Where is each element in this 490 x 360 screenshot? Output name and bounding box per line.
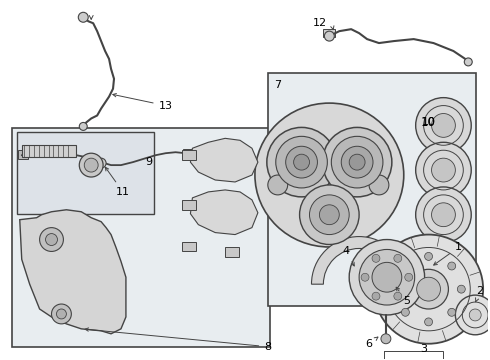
- Circle shape: [40, 228, 63, 251]
- Bar: [12, 129, 270, 347]
- Circle shape: [84, 158, 98, 172]
- Circle shape: [416, 277, 441, 301]
- Circle shape: [276, 136, 327, 188]
- Circle shape: [322, 127, 392, 197]
- Circle shape: [310, 195, 349, 235]
- Circle shape: [432, 203, 455, 227]
- Circle shape: [349, 239, 425, 315]
- Circle shape: [401, 262, 409, 270]
- Circle shape: [341, 146, 373, 178]
- Circle shape: [331, 136, 383, 188]
- Bar: [268, 73, 476, 306]
- Circle shape: [416, 142, 471, 198]
- Circle shape: [96, 158, 106, 168]
- Text: 3: 3: [420, 344, 427, 354]
- Circle shape: [324, 31, 334, 41]
- Circle shape: [46, 234, 57, 246]
- Circle shape: [409, 269, 448, 309]
- Circle shape: [299, 185, 359, 244]
- Text: 10: 10: [421, 116, 436, 129]
- Text: 13: 13: [113, 94, 172, 111]
- Circle shape: [455, 295, 490, 335]
- Polygon shape: [20, 210, 126, 334]
- Circle shape: [416, 187, 471, 243]
- Circle shape: [425, 252, 433, 260]
- Wedge shape: [312, 237, 407, 284]
- Circle shape: [448, 262, 456, 270]
- Bar: [18, 150, 28, 159]
- Circle shape: [448, 308, 456, 316]
- Bar: [182, 150, 196, 160]
- Bar: [384, 351, 443, 360]
- Circle shape: [465, 58, 472, 66]
- Circle shape: [79, 153, 103, 177]
- Circle shape: [374, 235, 483, 344]
- Text: 8: 8: [85, 328, 271, 352]
- Circle shape: [359, 249, 415, 305]
- Circle shape: [268, 175, 288, 195]
- Circle shape: [394, 255, 402, 262]
- Circle shape: [394, 292, 402, 300]
- Bar: [225, 247, 239, 257]
- Circle shape: [416, 98, 471, 153]
- Circle shape: [56, 309, 66, 319]
- Circle shape: [432, 113, 455, 137]
- Circle shape: [319, 205, 339, 225]
- Circle shape: [51, 304, 72, 324]
- Text: 4: 4: [343, 247, 354, 266]
- Circle shape: [405, 273, 413, 281]
- Text: 9: 9: [145, 157, 152, 167]
- Bar: [17, 132, 154, 214]
- Circle shape: [286, 146, 318, 178]
- Bar: [182, 242, 196, 251]
- Bar: [22, 145, 76, 157]
- Text: 10: 10: [421, 117, 436, 127]
- Circle shape: [79, 122, 87, 130]
- Circle shape: [361, 273, 369, 281]
- Circle shape: [381, 334, 391, 344]
- Circle shape: [349, 154, 365, 170]
- Bar: [323, 29, 335, 37]
- Text: 6: 6: [366, 337, 378, 349]
- Circle shape: [425, 318, 433, 326]
- Circle shape: [457, 285, 465, 293]
- Text: 5: 5: [396, 287, 410, 306]
- Ellipse shape: [255, 103, 404, 247]
- Circle shape: [267, 127, 336, 197]
- Text: 11: 11: [105, 167, 130, 197]
- Circle shape: [469, 309, 481, 321]
- Text: 7: 7: [274, 80, 281, 90]
- Polygon shape: [191, 190, 258, 235]
- Text: 12: 12: [312, 18, 326, 28]
- Circle shape: [294, 154, 310, 170]
- Circle shape: [369, 175, 389, 195]
- Circle shape: [78, 12, 88, 22]
- Text: 2: 2: [475, 286, 484, 302]
- Polygon shape: [191, 138, 258, 182]
- Circle shape: [392, 285, 400, 293]
- Circle shape: [401, 308, 409, 316]
- Circle shape: [432, 158, 455, 182]
- Text: 1: 1: [434, 243, 462, 265]
- Circle shape: [372, 292, 380, 300]
- Bar: [183, 149, 194, 157]
- Circle shape: [372, 262, 402, 292]
- Circle shape: [372, 255, 380, 262]
- Bar: [182, 200, 196, 210]
